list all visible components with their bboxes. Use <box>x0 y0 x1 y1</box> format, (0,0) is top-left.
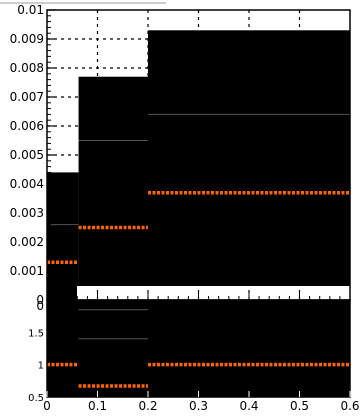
bottom-x-tick-label: 0 <box>43 399 51 413</box>
top-y-tick-label: 0.001 <box>10 264 44 278</box>
top-y-tick-label: 0.005 <box>10 148 44 162</box>
bottom-y-tick-label: 1 <box>38 361 44 372</box>
top-y-tick-label: 0.007 <box>10 90 44 104</box>
top-y-tick-label: 0.008 <box>10 61 44 75</box>
bottom-x-tick-label: 0.2 <box>138 399 157 413</box>
top-y-tick-label: 0.006 <box>10 119 44 133</box>
top-fill-bar <box>47 172 79 300</box>
bottom-y-tick-label: 0.5 <box>28 393 44 404</box>
top-y-tick-label: 0.009 <box>10 32 44 46</box>
top-y-tick-label: 0 <box>36 293 44 307</box>
bottom-x-tick-label: 0.5 <box>290 399 309 413</box>
bottom-x-tick-label: 0.1 <box>88 399 107 413</box>
bottom-top-zero-label: 0 <box>36 299 44 313</box>
top-y-tick-label: 0.004 <box>10 177 44 191</box>
top-fill-bar <box>78 76 148 300</box>
bottom-x-tick-label: 0.6 <box>340 399 359 413</box>
bottom-x-tick-label: 0.3 <box>189 399 208 413</box>
bottom-y-tick-label: 1.5 <box>28 328 44 339</box>
top-y-tick-label: 0.002 <box>10 235 44 249</box>
bottom-fill <box>47 300 350 397</box>
top-y-tick-label: 0.01 <box>17 3 44 17</box>
top-panel: 0 0.001 0.002 0.003 0.004 0.005 0.006 0.007 0.00… <box>10 3 351 307</box>
top-y-tick-label: 0.003 <box>10 206 44 220</box>
bottom-panel: 0.5 1 1.5 0 0 0.1 0.2 0.3 0.4 0.5 0.6 <box>28 299 359 413</box>
bottom-x-tick-label: 0.4 <box>239 399 258 413</box>
top-bottom-gap <box>77 286 350 300</box>
